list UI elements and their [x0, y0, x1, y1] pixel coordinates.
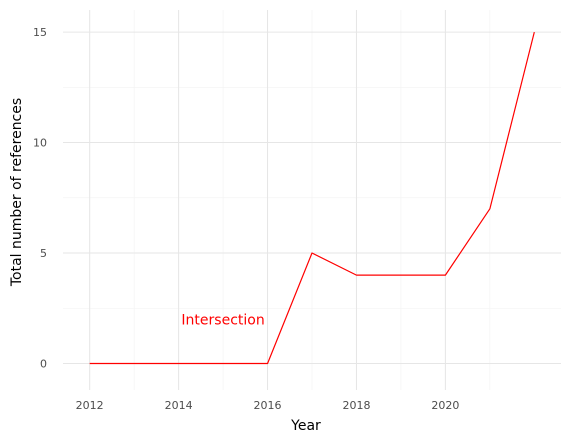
series-line [89, 31, 535, 365]
annotation-label: Intersection [181, 312, 264, 328]
y-tick-label: 0 [40, 357, 47, 370]
x-tick-label: 2014 [165, 399, 193, 412]
y-tick-label: 5 [40, 247, 47, 260]
y-tick-label: 15 [33, 26, 47, 39]
x-axis-ticks: 2012 2014 2016 2018 2020 [76, 399, 460, 412]
annotation-layer: Intersection [181, 312, 264, 328]
y-tick-label: 10 [33, 137, 47, 150]
x-tick-label: 2012 [76, 399, 104, 412]
x-axis-title: Year [290, 418, 321, 434]
y-axis-title: Total number of references [9, 98, 25, 287]
y-axis-ticks: 0 5 10 15 [33, 26, 47, 370]
x-tick-label: 2016 [254, 399, 282, 412]
minor-gridlines [63, 10, 561, 390]
series-layer [89, 31, 535, 365]
x-tick-label: 2018 [342, 399, 370, 412]
x-tick-label: 2020 [431, 399, 459, 412]
